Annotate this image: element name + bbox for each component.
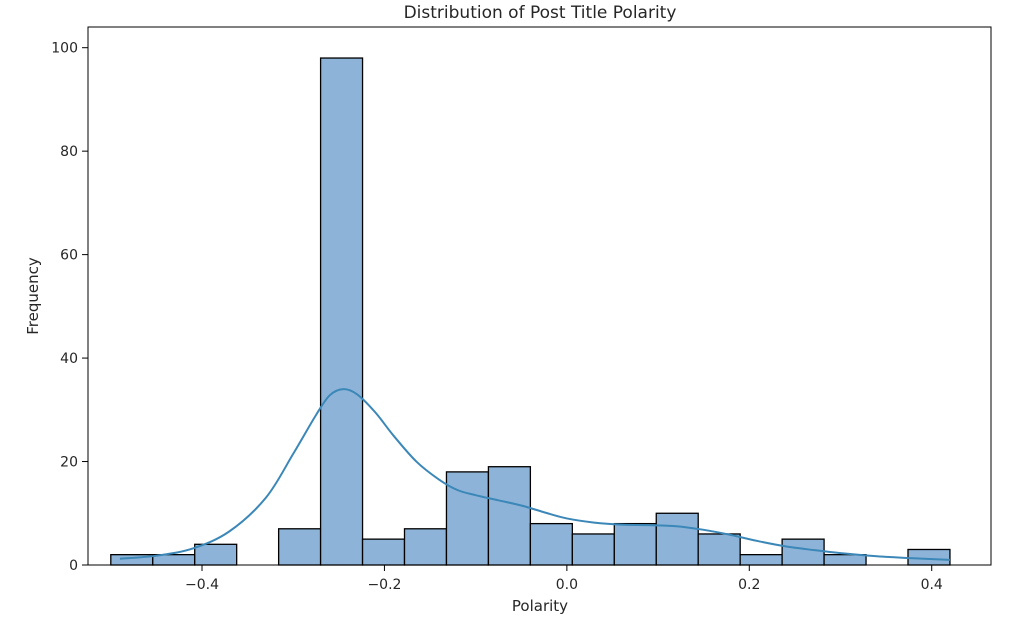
x-tick-label: −0.4 xyxy=(185,577,219,593)
histogram-bar xyxy=(823,554,867,566)
histogram-bar xyxy=(319,57,364,566)
histogram-bar xyxy=(487,466,532,566)
histogram-bar xyxy=(613,522,657,566)
histogram-bars xyxy=(110,57,951,566)
kde-curve xyxy=(119,388,950,561)
histogram-bar xyxy=(907,548,951,566)
histogram-bar xyxy=(194,543,238,566)
histogram-bar xyxy=(361,538,406,566)
y-axis-label: Frequency xyxy=(24,257,42,335)
x-axis-label: Polarity xyxy=(512,597,568,615)
x-axis-ticks: −0.4 −0.2 0.0 0.2 0.4 xyxy=(185,565,943,593)
chart-title: Distribution of Post Title Polarity xyxy=(404,3,677,23)
x-tick-label: −0.2 xyxy=(367,577,401,593)
histogram-bar xyxy=(277,528,322,566)
histogram-bar xyxy=(445,471,490,566)
x-tick-label: 0.2 xyxy=(738,577,760,593)
y-axis-ticks: 0 20 40 60 80 100 xyxy=(51,41,88,574)
y-tick-label: 100 xyxy=(51,41,78,57)
x-tick-label: 0.4 xyxy=(921,577,943,593)
histogram-bar xyxy=(655,512,699,566)
histogram-bar xyxy=(403,528,448,566)
y-tick-label: 20 xyxy=(60,455,78,471)
y-tick-label: 40 xyxy=(60,351,78,367)
plot-area-frame xyxy=(87,26,992,566)
x-tick-label: 0.0 xyxy=(556,577,578,593)
histogram-bar xyxy=(781,538,825,566)
histogram-bar xyxy=(571,533,615,566)
y-tick-label: 0 xyxy=(69,558,78,574)
y-tick-label: 80 xyxy=(60,144,78,160)
histogram-bar xyxy=(739,554,783,566)
y-tick-label: 60 xyxy=(60,248,78,264)
histogram-bar xyxy=(529,522,573,566)
histogram-bar xyxy=(697,533,741,566)
